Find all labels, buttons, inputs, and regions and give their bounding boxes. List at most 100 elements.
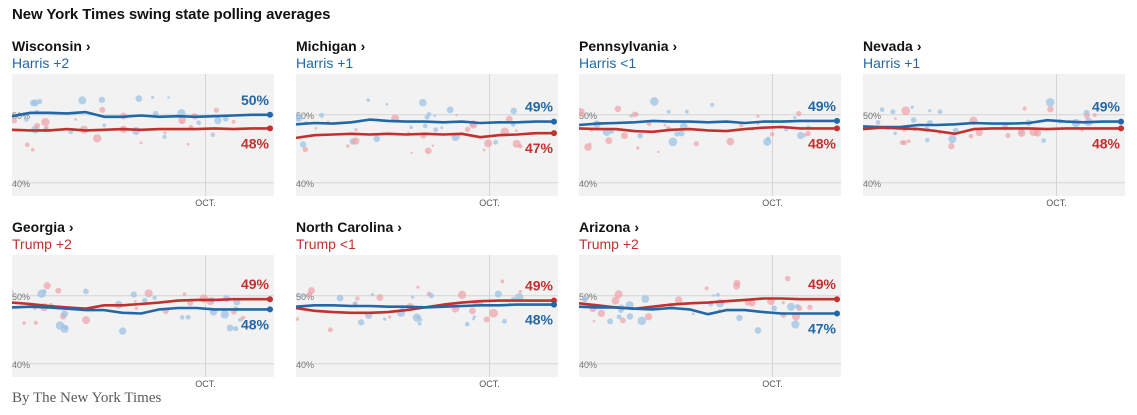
series-end-dot-harris [267,306,273,313]
x-tick-label: OCT. [479,198,500,208]
state-name-link[interactable]: Nevada › [863,38,921,54]
poll-dot [99,106,106,113]
poll-dot [167,96,170,99]
polling-chart: 50% 40% OCT. 49% 47% [579,255,841,389]
poll-dot [240,282,243,286]
poll-dot [409,125,413,130]
poll-dot [636,146,640,150]
poll-dot [422,123,428,129]
series-line-harris [12,110,270,119]
state-panel-wisconsin: 50% 40% OCT. 50% 48% Wisconsin › Harris +2 [12,38,274,208]
state-name: North Carolina [296,219,394,235]
poll-dot [1041,138,1046,143]
poll-dot [472,317,475,321]
chevron-right-icon: › [68,219,74,235]
polling-chart: 50%40%OCT.50%48% [12,74,274,208]
poll-dot [620,317,626,324]
poll-dot [879,107,885,113]
poll-dot [678,130,685,137]
state-name-link[interactable]: Michigan › [296,38,365,54]
poll-dot [581,295,588,303]
series-end-dot-trump [834,125,840,132]
poll-dot [34,122,41,129]
poll-dot [754,327,762,334]
poll-dot [373,135,381,143]
poll-dot [455,113,458,117]
poll-dot [712,294,715,297]
poll-dot [213,107,220,113]
poll-dot [135,95,143,102]
poll-dot [704,286,709,291]
series-end-label-harris: 48% [241,316,270,332]
poll-dot [302,146,309,153]
series-end-dot-harris [834,117,840,124]
poll-dot [139,141,143,145]
margin-label: Harris +1 [296,55,354,71]
poll-dot [928,109,932,113]
poll-dot [890,109,896,115]
series-end-dot-trump [834,296,840,303]
poll-dot [1005,132,1011,139]
poll-dot [901,106,911,116]
state-name-link[interactable]: Georgia › [12,219,74,235]
poll-dot [644,313,653,321]
state-name-link[interactable]: North Carolina › [296,219,402,235]
poll-dot [119,327,127,335]
series-end-label-trump: 47% [525,140,554,156]
poll-dot [314,126,318,130]
x-tick-label: OCT. [1046,198,1067,208]
poll-dot [98,96,106,103]
poll-dot [299,141,307,148]
series-end-label-trump: 48% [808,135,837,151]
margin-label: Harris <1 [579,55,637,71]
chevron-right-icon: › [672,38,678,54]
poll-dot [12,117,18,124]
poll-dot [179,315,185,320]
poll-dot [33,320,38,325]
poll-dot [412,313,422,322]
poll-dot [736,314,743,322]
poll-dot [222,116,229,122]
poll-dot [417,321,422,326]
poll-dot [210,132,216,138]
poll-dot [796,131,805,140]
poll-dot [771,305,778,312]
poll-dot [418,98,427,107]
y-tick-label: 40% [296,179,314,189]
poll-dot [483,316,490,323]
poll-dot [214,116,222,125]
poll-dot [93,134,102,143]
state-name-link[interactable]: Arizona › [579,219,639,235]
margin-label: Trump <1 [296,236,356,252]
series-end-label-trump: 48% [1092,135,1121,151]
series-line-harris [296,118,554,126]
poll-dot [133,299,137,303]
poll-dot [383,317,387,321]
poll-dot [579,108,585,117]
series-end-dot-trump [267,125,273,132]
poll-dot [55,287,62,294]
poll-dot [410,295,415,299]
poll-dot [162,134,167,139]
poll-dot [657,150,660,154]
state-name-link[interactable]: Pennsylvania › [579,38,677,54]
poll-dot [769,132,775,137]
chevron-right-icon: › [916,38,922,54]
series-line-harris [579,305,837,316]
poll-dot [130,291,137,298]
poll-dot [185,314,191,320]
state-name-link[interactable]: Wisconsin › [12,38,91,54]
poll-dot [684,109,689,114]
state-name: Georgia [12,219,65,235]
poll-dot [641,295,650,303]
state-panel-michigan: 50% 40% OCT. 49% 47% Michigan › Harris +1 [296,38,558,208]
poll-dot [1047,105,1054,113]
poll-dot [346,144,350,148]
y-tick-label: 50% [12,292,30,302]
poll-dot [893,131,897,136]
poll-dot [733,279,741,287]
poll-dot [693,141,699,147]
poll-dot [607,318,614,325]
y-tick-label: 40% [12,360,30,370]
series-end-dot-harris [1118,118,1124,125]
